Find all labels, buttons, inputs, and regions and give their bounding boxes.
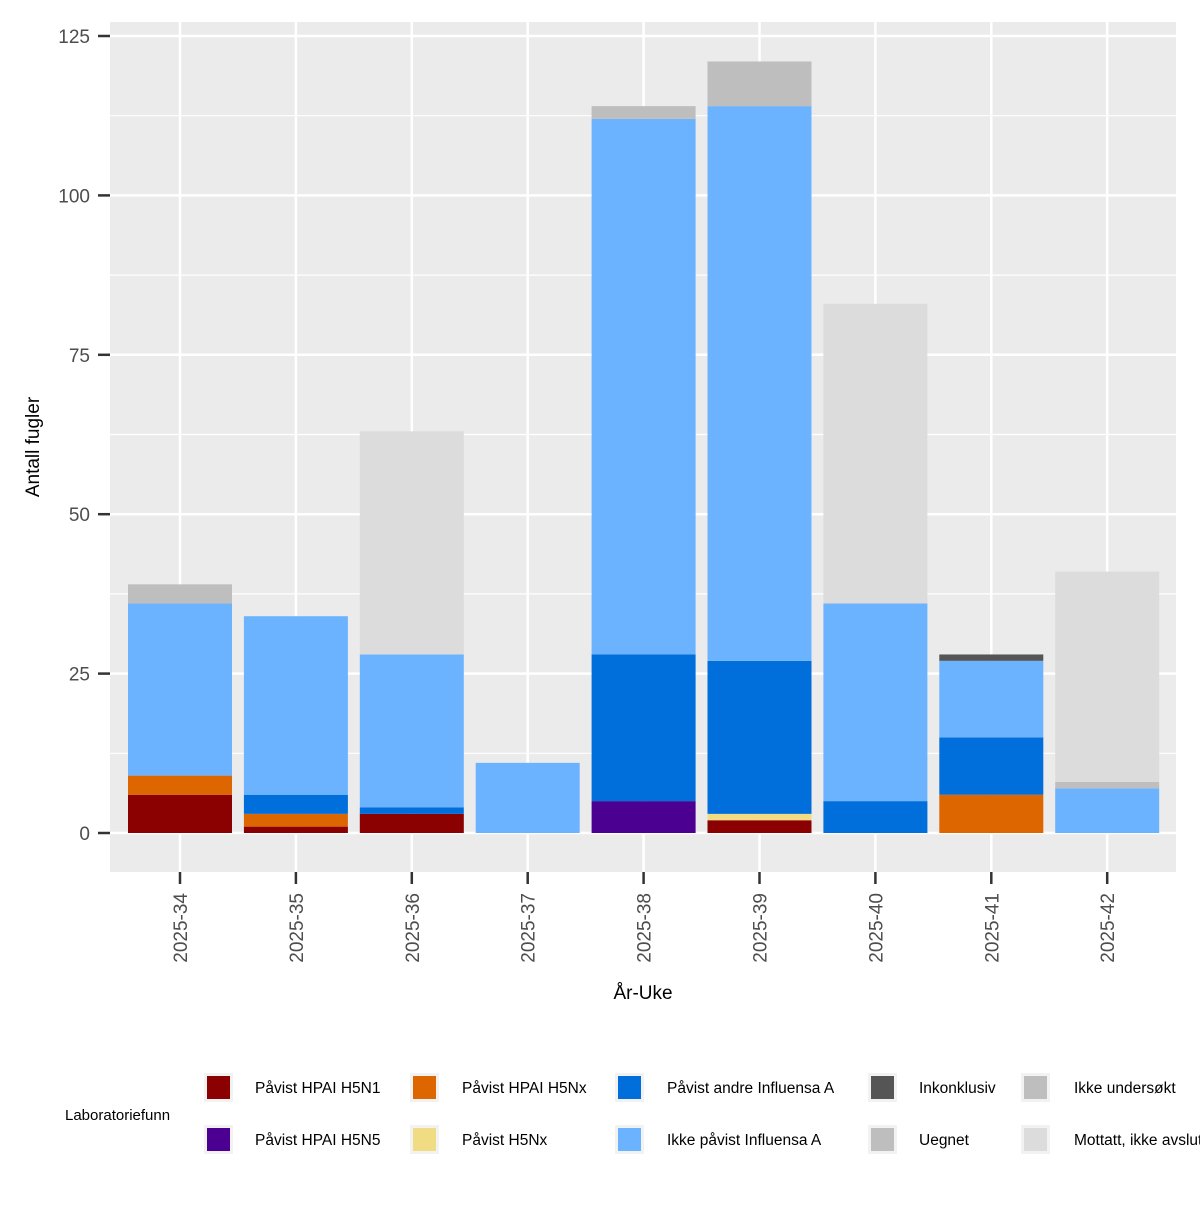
legend-label: Ikke undersøkt bbox=[1074, 1080, 1176, 1097]
bar-segment bbox=[591, 118, 696, 655]
bar-segment bbox=[939, 660, 1044, 738]
bar-segment bbox=[359, 813, 464, 833]
bar-segment bbox=[939, 654, 1044, 661]
x-tick-label: 2025-37 bbox=[519, 893, 540, 963]
legend-label: Inkonklusiv bbox=[919, 1080, 996, 1097]
bar-segment bbox=[243, 826, 348, 833]
bar-segment bbox=[707, 813, 812, 821]
bar-segment bbox=[243, 813, 348, 827]
legend-swatch bbox=[1024, 1076, 1047, 1099]
legend-swatch bbox=[207, 1128, 230, 1151]
legend-swatch bbox=[618, 1128, 641, 1151]
bar-segment bbox=[823, 603, 928, 802]
bar-segment bbox=[128, 794, 232, 833]
bar-segment bbox=[707, 61, 812, 107]
x-tick-label: 2025-39 bbox=[751, 893, 772, 963]
bar-segment bbox=[823, 303, 928, 604]
bar-segment bbox=[591, 801, 696, 833]
legend-swatch bbox=[618, 1076, 641, 1099]
bar-segment bbox=[939, 794, 1044, 833]
y-tick-label: 0 bbox=[79, 824, 90, 845]
bar-segment bbox=[1055, 571, 1160, 782]
bar-segment bbox=[128, 584, 232, 604]
x-tick-label: 2025-38 bbox=[635, 893, 656, 963]
y-tick-label: 25 bbox=[69, 665, 90, 686]
bar-segment bbox=[475, 762, 580, 833]
bar-segment bbox=[707, 820, 812, 833]
bar-segment bbox=[359, 807, 464, 814]
legend-label: Påvist HPAI H5N1 bbox=[255, 1080, 380, 1097]
legend-swatch bbox=[871, 1076, 894, 1099]
y-tick-label: 125 bbox=[58, 27, 90, 48]
legend-label: Påvist HPAI H5Nx bbox=[462, 1080, 587, 1097]
bar-segment bbox=[359, 654, 464, 808]
legend-swatch bbox=[413, 1128, 436, 1151]
legend-label: Ikke påvist Influensa A bbox=[667, 1132, 822, 1149]
y-tick-label: 75 bbox=[69, 346, 90, 367]
bars bbox=[128, 61, 1160, 833]
legend-label: Påvist HPAI H5N5 bbox=[255, 1132, 380, 1149]
bar-segment bbox=[359, 431, 464, 655]
bar-segment bbox=[823, 801, 928, 833]
bar-segment bbox=[1055, 788, 1160, 833]
bar-segment bbox=[707, 106, 812, 661]
legend-swatch bbox=[413, 1076, 436, 1099]
legend-swatch bbox=[871, 1128, 894, 1151]
legend-label: Påvist andre Influensa A bbox=[667, 1080, 835, 1097]
x-tick-label: 2025-36 bbox=[403, 893, 424, 963]
bar-segment bbox=[243, 794, 348, 814]
y-tick-label: 100 bbox=[58, 186, 90, 207]
legend-label: Mottatt, ikke avsluttet bbox=[1074, 1132, 1200, 1149]
legend-label: Påvist H5Nx bbox=[462, 1132, 548, 1149]
x-tick-label: 2025-35 bbox=[287, 893, 308, 963]
x-tick-label: 2025-34 bbox=[171, 893, 192, 963]
x-tick-label: 2025-41 bbox=[982, 893, 1003, 963]
legend-title: Laboratoriefunn bbox=[65, 1107, 170, 1124]
legend-swatch bbox=[207, 1076, 230, 1099]
y-axis-label: Antall fugler bbox=[23, 396, 44, 497]
legend: Laboratoriefunn Påvist HPAI H5N1 Påvist H… bbox=[65, 1073, 1200, 1154]
bar-segment bbox=[128, 603, 232, 776]
bar-segment bbox=[591, 654, 696, 802]
axes: 0 25 50 75 100 125 2025-34 2025-35 2025-36 2025-3… bbox=[58, 27, 1119, 963]
bar-segment bbox=[1055, 781, 1160, 789]
x-tick-label: 2025-40 bbox=[866, 893, 887, 963]
legend-label: Uegnet bbox=[919, 1132, 970, 1149]
bar-segment bbox=[591, 106, 696, 119]
bar-segment bbox=[939, 737, 1044, 795]
legend-swatch bbox=[1024, 1128, 1047, 1151]
x-tick-label: 2025-42 bbox=[1098, 893, 1119, 963]
y-tick-label: 50 bbox=[69, 505, 90, 526]
bar-segment bbox=[128, 775, 232, 795]
x-axis-label: År-Uke bbox=[613, 983, 672, 1004]
bar-segment bbox=[243, 616, 348, 795]
bar-segment bbox=[707, 660, 812, 814]
